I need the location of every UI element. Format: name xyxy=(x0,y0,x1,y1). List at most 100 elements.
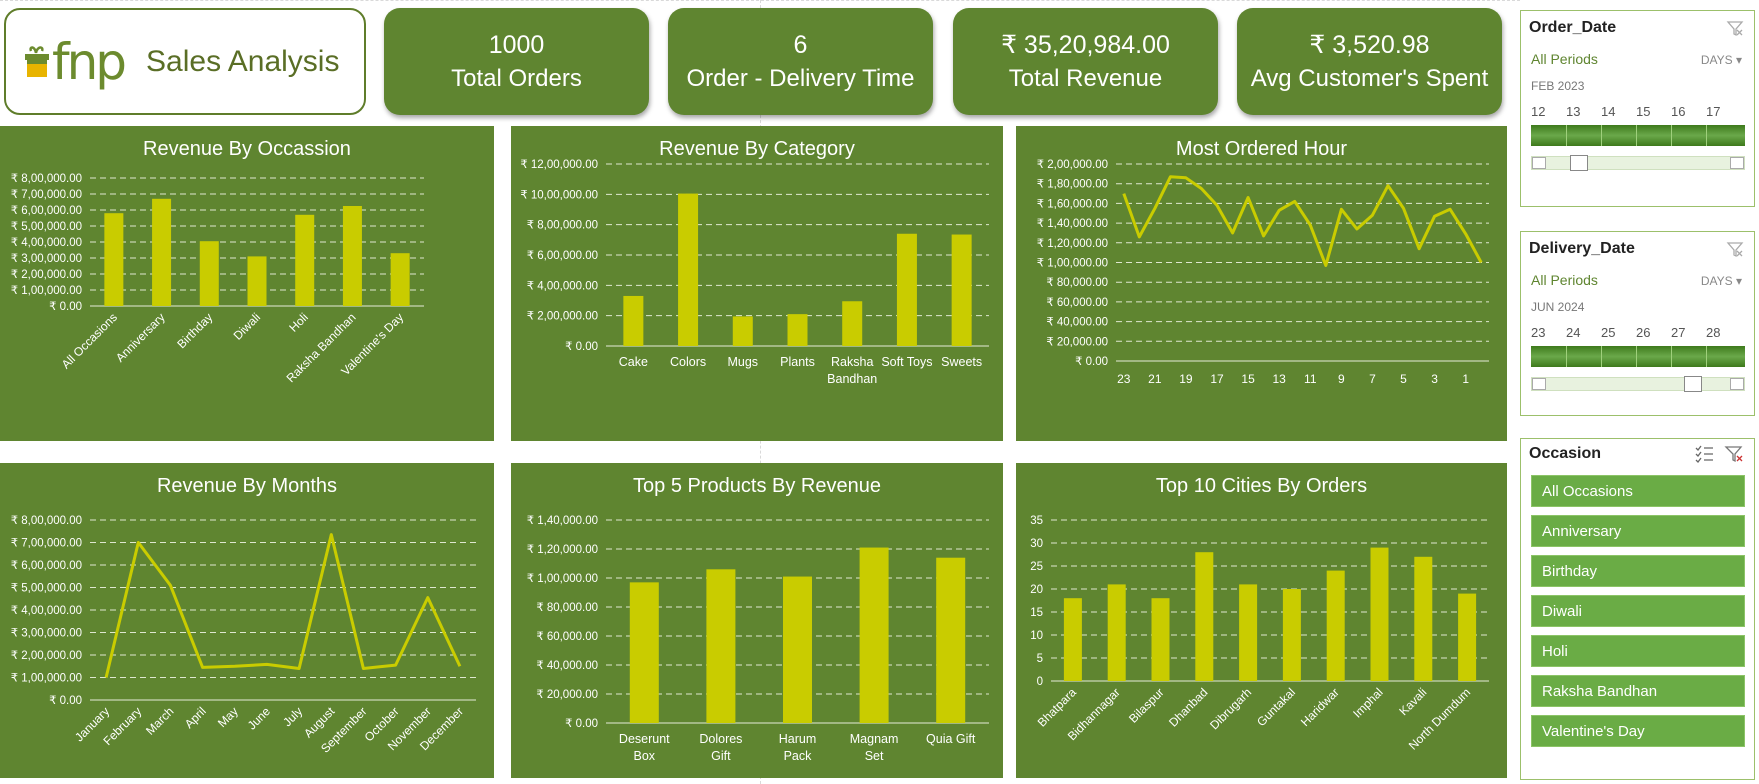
occasion-item[interactable]: Anniversary xyxy=(1531,515,1745,547)
y-tick-label: ₹ 2,00,000.00 xyxy=(1037,159,1108,171)
y-tick-label: ₹ 8,00,000.00 xyxy=(527,220,598,232)
occasion-item[interactable]: Valentine's Day xyxy=(1531,715,1745,747)
scroll-right-icon[interactable] xyxy=(1730,378,1744,390)
timeline-day: 15 xyxy=(1636,104,1651,119)
x-tick-label: Magnam Set xyxy=(850,732,899,763)
y-tick-label: ₹ 1,40,000.00 xyxy=(527,515,598,527)
time-level-select[interactable]: DAYS ▾ xyxy=(1701,274,1742,288)
y-tick-label: ₹ 60,000.00 xyxy=(1046,297,1108,309)
scroll-left-icon[interactable] xyxy=(1532,157,1546,169)
bar xyxy=(1370,547,1389,681)
y-tick-label: ₹ 0.00 xyxy=(49,301,82,313)
scroll-left-icon[interactable] xyxy=(1532,378,1546,390)
bar xyxy=(390,253,410,306)
occasion-item[interactable]: Holi xyxy=(1531,635,1745,667)
timeline-bar[interactable] xyxy=(1531,125,1745,146)
bar xyxy=(247,256,267,306)
scroll-thumb[interactable] xyxy=(1684,376,1702,392)
kpi-total-orders: 1000 Total Orders xyxy=(384,8,649,115)
chart-revenue-by-months: ₹ 0.00 ₹ 1,00,000.00 ₹ 2,00,000.00 ₹ 3,00,0… xyxy=(0,463,494,778)
bar xyxy=(896,233,917,346)
bar xyxy=(936,557,966,723)
y-tick-label: ₹ 1,00,000.00 xyxy=(1037,258,1108,270)
kpi-value: 1000 xyxy=(488,30,545,59)
y-tick-label: ₹ 8,00,000.00 xyxy=(11,515,82,527)
y-tick-label: ₹ 1,00,000.00 xyxy=(11,673,82,685)
y-tick-label: ₹ 80,000.00 xyxy=(1046,277,1108,289)
bar xyxy=(1195,552,1214,681)
time-level-label: DAYS xyxy=(1700,274,1733,288)
timeline-day: 13 xyxy=(1566,104,1581,119)
bar xyxy=(623,295,644,346)
logo-text: fnp xyxy=(52,32,127,91)
y-tick-label: ₹ 4,00,000.00 xyxy=(11,237,82,249)
timeline-day: 28 xyxy=(1706,325,1721,340)
all-periods-link[interactable]: All Periods xyxy=(1531,51,1598,67)
timeline-day: 25 xyxy=(1601,325,1616,340)
delivery-date-slicer[interactable]: Delivery_Date All Periods DAYS ▾ JUN 202… xyxy=(1520,231,1755,416)
y-tick-label: ₹ 3,00,000.00 xyxy=(11,628,82,640)
kpi-label: Avg Customer's Spent xyxy=(1250,64,1489,92)
slicer-title: Delivery_Date xyxy=(1529,240,1635,257)
x-tick-label: Bhatpara xyxy=(1035,685,1080,730)
y-tick-label: ₹ 6,00,000.00 xyxy=(527,250,598,262)
x-tick-label: Guntakal xyxy=(1254,685,1298,729)
x-tick-label: Bilaspur xyxy=(1126,685,1167,726)
time-level-select[interactable]: DAYS ▾ xyxy=(1701,53,1742,67)
bar xyxy=(842,301,863,346)
x-tick-label: April xyxy=(182,704,209,731)
chart-title: Revenue By Category xyxy=(659,138,855,160)
clear-filter-icon[interactable] xyxy=(1726,240,1744,258)
bar xyxy=(1239,584,1258,681)
bar xyxy=(706,569,736,723)
timeline-scrollbar[interactable] xyxy=(1531,155,1745,171)
y-tick-label: ₹ 5,00,000.00 xyxy=(11,583,82,595)
bar xyxy=(342,206,362,306)
page-title: Sales Analysis xyxy=(146,44,340,78)
occasion-item[interactable]: Raksha Bandhan xyxy=(1531,675,1745,707)
chart-svg: ₹ 0.00 ₹ 2,00,000.00 ₹ 4,00,000.00 ₹ 6,00,0… xyxy=(520,159,989,386)
y-tick-label: ₹ 2,00,000.00 xyxy=(11,650,82,662)
x-tick-label: Plants xyxy=(780,355,815,369)
clear-filter-icon[interactable] xyxy=(1724,445,1744,463)
time-level-label: DAYS xyxy=(1700,53,1733,67)
bar xyxy=(678,193,699,346)
kpi-avg-spent: ₹ 3,520.98 Avg Customer's Spent xyxy=(1237,8,1502,115)
timeline-day: 24 xyxy=(1566,325,1581,340)
x-tick-label: 23 xyxy=(1117,372,1131,386)
x-tick-label: 11 xyxy=(1304,372,1317,386)
timeline-days: 12 13 14 15 16 17 xyxy=(1531,104,1741,119)
timeline-scrollbar[interactable] xyxy=(1531,376,1745,392)
y-tick-label: 5 xyxy=(1037,653,1043,665)
y-tick-label: ₹ 60,000.00 xyxy=(536,631,598,643)
occasion-slicer[interactable]: Occasion All Occasions Anniversary Birth… xyxy=(1520,438,1755,780)
chart-revenue-by-category: ₹ 0.00 ₹ 2,00,000.00 ₹ 4,00,000.00 ₹ 6,00,0… xyxy=(511,126,1003,441)
scroll-right-icon[interactable] xyxy=(1730,157,1744,169)
y-tick-label: ₹ 2,00,000.00 xyxy=(11,269,82,281)
occasion-item[interactable]: All Occasions xyxy=(1531,475,1745,507)
multi-select-icon[interactable] xyxy=(1694,445,1714,463)
x-tick-label: 19 xyxy=(1179,372,1193,386)
occasion-item[interactable]: Birthday xyxy=(1531,555,1745,587)
x-tick-label: 15 xyxy=(1241,372,1255,386)
kpi-value: ₹ 35,20,984.00 xyxy=(1001,30,1170,59)
x-tick-label: March xyxy=(143,704,176,737)
all-periods-link[interactable]: All Periods xyxy=(1531,272,1598,288)
occasion-item[interactable]: Diwali xyxy=(1531,595,1745,627)
scroll-thumb[interactable] xyxy=(1570,155,1588,171)
x-tick-label: Soft Toys xyxy=(881,355,932,369)
x-tick-label: May xyxy=(215,704,241,730)
bar xyxy=(629,582,659,723)
bar xyxy=(1414,556,1433,681)
y-tick-label: ₹ 3,00,000.00 xyxy=(11,253,82,265)
timeline-day: 26 xyxy=(1636,325,1651,340)
chart-top-cities: 0 5 10 15 20 25 30 35 Bhatpara Bidhannagar Bilaspu… xyxy=(1016,463,1507,778)
order-date-slicer[interactable]: Order_Date All Periods DAYS ▾ FEB 2023 1… xyxy=(1520,10,1755,207)
y-tick-label: 0 xyxy=(1037,676,1043,688)
clear-filter-icon[interactable] xyxy=(1726,19,1744,37)
timeline-bar[interactable] xyxy=(1531,346,1745,367)
bar xyxy=(1063,598,1082,681)
y-tick-label: 20 xyxy=(1030,584,1043,596)
kpi-label: Total Revenue xyxy=(1008,64,1163,92)
